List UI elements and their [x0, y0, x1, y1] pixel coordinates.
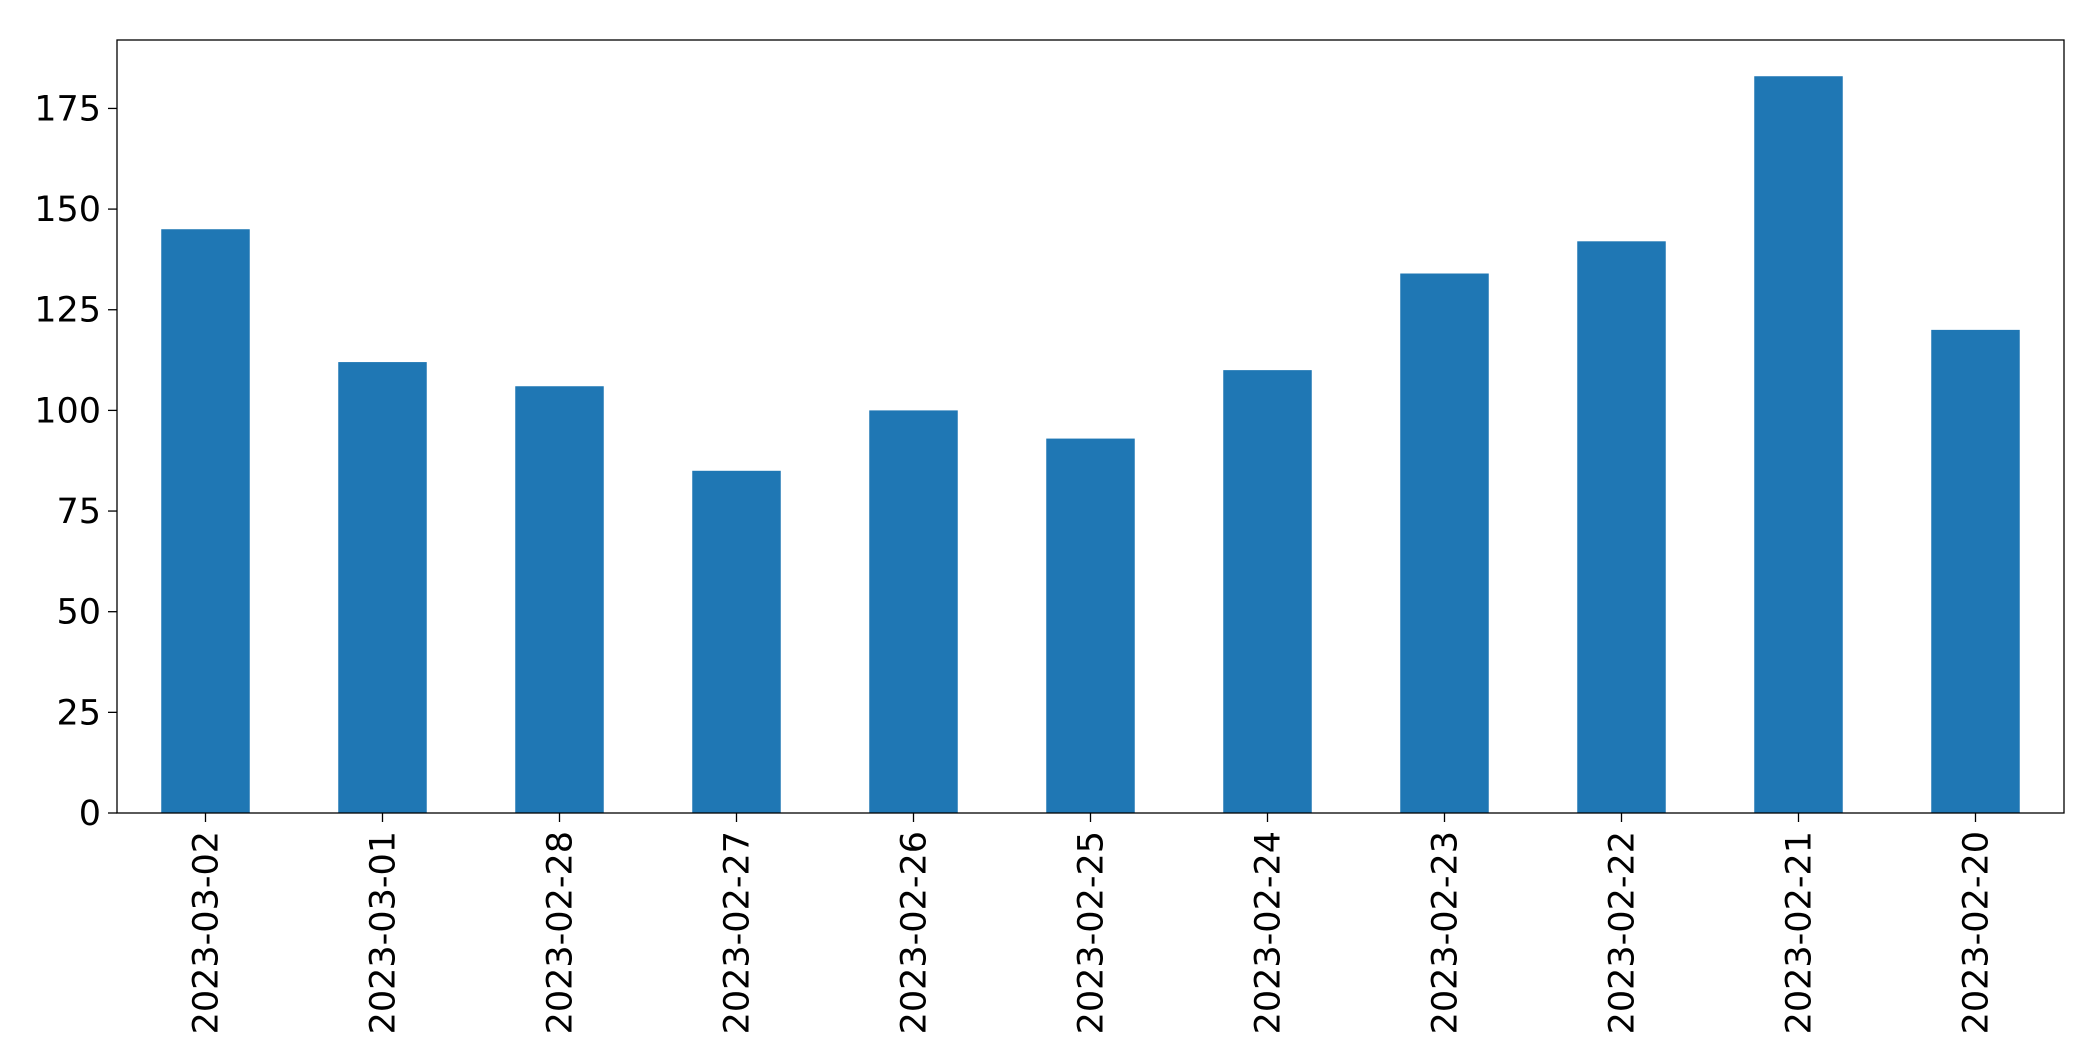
- y-tick-label: 25: [56, 693, 101, 733]
- x-tick-label: 2023-02-27: [718, 831, 758, 1034]
- y-tick-label: 125: [34, 291, 101, 331]
- y-tick-label: 50: [56, 593, 101, 633]
- bar: [1577, 241, 1666, 814]
- x-tick-label: 2023-02-22: [1603, 831, 1643, 1034]
- x-tick-label: 2023-02-26: [895, 831, 935, 1034]
- x-tick-label: 2023-02-24: [1249, 831, 1289, 1034]
- y-tick-label: 175: [34, 89, 101, 129]
- bar: [1046, 438, 1135, 813]
- x-tick-label: 2023-02-20: [1957, 831, 1997, 1034]
- bar: [1931, 329, 2020, 813]
- bar: [692, 470, 781, 813]
- y-tick-label: 0: [79, 794, 101, 834]
- plot-frame: [116, 39, 2065, 814]
- x-tick-label: 2023-02-28: [541, 831, 581, 1034]
- y-tick-label: 150: [34, 190, 101, 230]
- x-tick-label: 2023-03-02: [187, 831, 227, 1034]
- bar: [161, 229, 250, 814]
- bar: [1223, 370, 1312, 813]
- x-tick-label: 2023-02-25: [1072, 831, 1112, 1034]
- bar: [1754, 76, 1843, 813]
- x-tick-label: 2023-02-23: [1426, 831, 1466, 1034]
- y-tick-label: 100: [34, 391, 101, 431]
- bar: [515, 386, 604, 813]
- bar: [869, 410, 958, 813]
- y-tick-label: 75: [56, 492, 101, 532]
- bar: [1400, 273, 1489, 814]
- x-tick-label: 2023-02-21: [1780, 831, 1820, 1034]
- x-tick-label: 2023-03-01: [364, 831, 404, 1034]
- bar: [338, 362, 427, 813]
